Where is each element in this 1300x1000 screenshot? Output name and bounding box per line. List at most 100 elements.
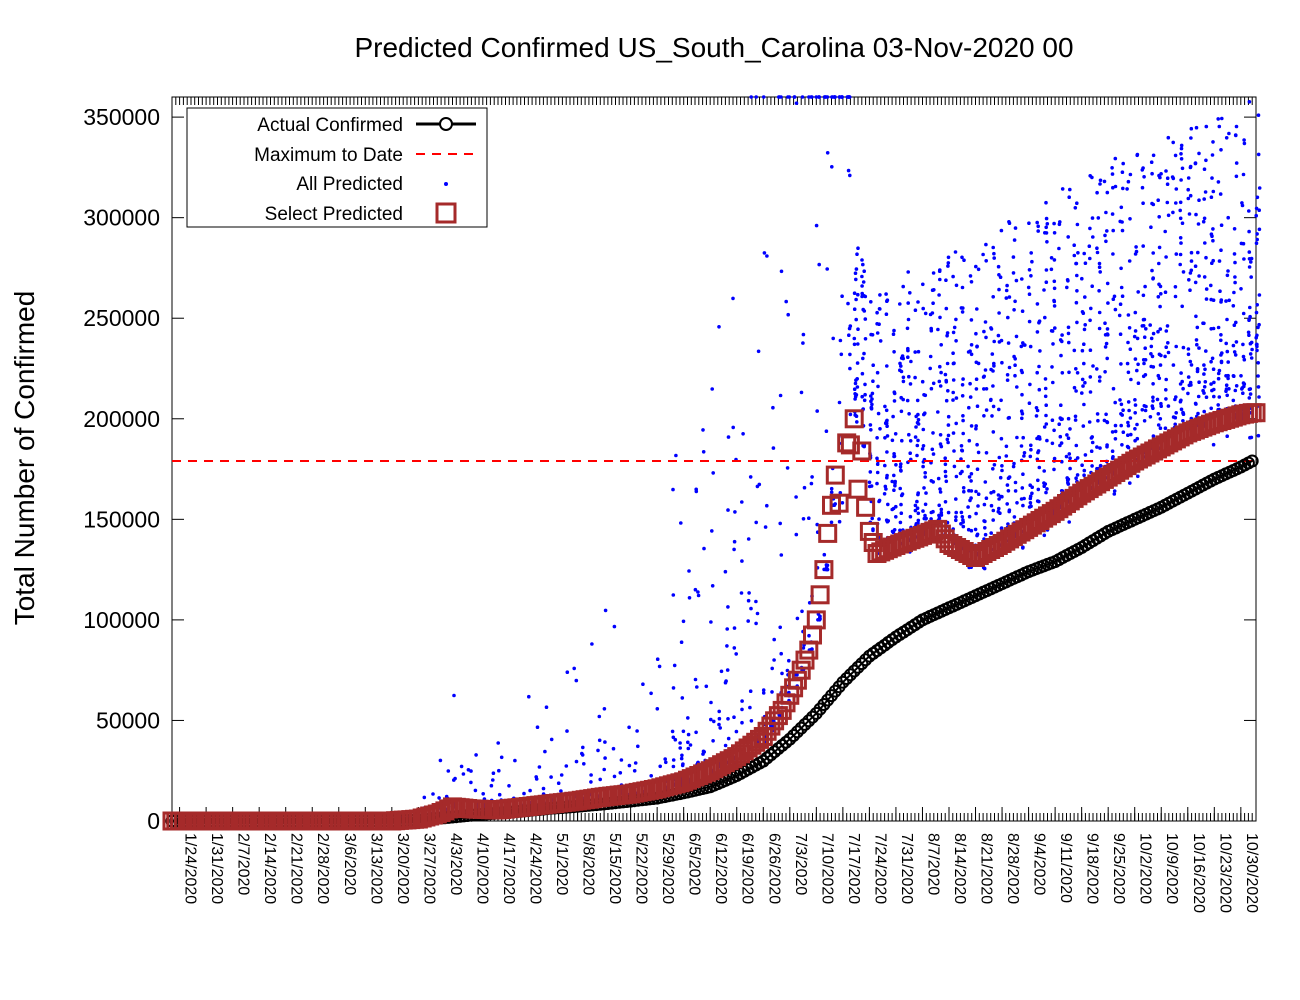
all-predicted-point — [825, 563, 830, 568]
all-predicted-point — [1043, 394, 1048, 399]
all-predicted-point — [1219, 223, 1224, 227]
all-predicted-point — [936, 410, 940, 414]
all-predicted-point — [915, 443, 920, 448]
all-predicted-point — [754, 621, 758, 626]
all-predicted-point — [969, 489, 974, 493]
all-predicted-point — [1091, 235, 1095, 239]
all-predicted-point — [1068, 187, 1072, 192]
all-predicted-point — [1095, 412, 1100, 416]
all-predicted-point — [674, 453, 678, 458]
x-tick-label: 2/21/2020 — [288, 833, 305, 904]
all-predicted-point — [1158, 426, 1163, 431]
all-predicted-point — [969, 352, 974, 357]
all-predicted-point — [1255, 303, 1259, 307]
all-predicted-point — [915, 506, 920, 511]
all-predicted-point — [1013, 299, 1017, 304]
all-predicted-point — [951, 351, 955, 356]
all-predicted-point — [960, 448, 964, 453]
all-predicted-point — [1044, 280, 1049, 285]
all-predicted-point — [603, 740, 607, 744]
all-predicted-point — [1013, 226, 1018, 230]
all-predicted-point — [672, 663, 677, 668]
all-predicted-point — [907, 412, 911, 416]
all-predicted-point — [757, 482, 762, 487]
all-predicted-point — [1006, 341, 1011, 345]
all-predicted-point — [1157, 282, 1161, 287]
all-predicted-point — [929, 328, 934, 333]
all-predicted-point — [875, 462, 880, 467]
all-predicted-point — [1144, 327, 1148, 331]
all-predicted-point — [989, 503, 994, 508]
all-predicted-point — [909, 359, 913, 364]
all-predicted-point — [1195, 369, 1200, 374]
all-predicted-point — [1204, 255, 1208, 260]
all-predicted-point — [871, 363, 875, 368]
all-predicted-point — [1179, 371, 1183, 375]
all-predicted-point — [824, 429, 829, 434]
all-predicted-point — [954, 515, 958, 519]
all-predicted-point — [870, 397, 874, 401]
all-predicted-point — [997, 273, 1001, 277]
all-predicted-point — [901, 375, 906, 380]
actual-confirmed-point — [1245, 454, 1259, 468]
all-predicted-point — [1128, 217, 1132, 221]
all-predicted-point — [1126, 313, 1131, 317]
all-predicted-point — [936, 327, 940, 332]
all-predicted-point — [915, 453, 919, 458]
all-predicted-point — [671, 686, 676, 690]
all-predicted-point — [982, 387, 986, 391]
all-predicted-point — [915, 499, 919, 504]
all-predicted-point — [991, 245, 995, 250]
all-predicted-point — [1042, 481, 1046, 485]
all-predicted-point — [848, 324, 853, 328]
all-predicted-point — [1028, 501, 1033, 505]
all-predicted-point — [1174, 411, 1178, 415]
x-tick-label: 7/24/2020 — [871, 833, 888, 904]
all-predicted-point — [1196, 411, 1200, 416]
all-predicted-point — [1005, 483, 1010, 487]
all-predicted-point — [1234, 320, 1238, 325]
all-predicted-point — [962, 258, 966, 263]
all-predicted-point — [1102, 418, 1107, 423]
all-predicted-point — [1174, 201, 1178, 205]
all-predicted-point — [1120, 170, 1125, 174]
all-predicted-point — [778, 393, 783, 398]
all-predicted-point — [1234, 174, 1239, 179]
x-tick-label: 3/27/2020 — [420, 833, 437, 904]
all-predicted-point — [1148, 415, 1153, 419]
legend-label-maximum: Maximum to Date — [254, 145, 403, 166]
all-predicted-point — [1022, 496, 1026, 501]
all-predicted-point — [884, 312, 889, 317]
all-predicted-point — [1155, 397, 1160, 402]
all-predicted-point — [981, 252, 985, 257]
all-predicted-point — [1179, 157, 1184, 161]
all-predicted-point — [914, 425, 918, 429]
all-predicted-point — [725, 627, 729, 631]
all-predicted-point — [1007, 220, 1011, 224]
all-predicted-point — [1082, 342, 1086, 347]
all-predicted-point — [976, 504, 980, 508]
x-tick-label: 5/1/2020 — [553, 833, 570, 895]
all-predicted-point — [1186, 187, 1190, 192]
select-predicted-point — [840, 435, 860, 455]
all-predicted-point — [1098, 182, 1102, 186]
all-predicted-point — [1233, 388, 1238, 393]
all-predicted-point — [1157, 376, 1162, 381]
all-predicted-point — [898, 486, 902, 491]
all-predicted-point — [1022, 451, 1027, 455]
all-predicted-point — [1142, 361, 1146, 366]
all-predicted-point — [1143, 408, 1148, 413]
all-predicted-point — [1012, 354, 1016, 359]
all-predicted-point — [1050, 365, 1054, 369]
all-predicted-point — [983, 320, 988, 324]
all-predicted-point — [1119, 205, 1124, 210]
all-predicted-point — [671, 735, 676, 740]
all-predicted-point — [1157, 352, 1162, 357]
all-predicted-point — [944, 398, 949, 403]
all-predicted-point — [931, 431, 935, 435]
all-predicted-point — [1216, 376, 1221, 381]
all-predicted-point — [885, 298, 890, 303]
all-predicted-point — [1141, 293, 1146, 298]
all-predicted-point — [1066, 279, 1070, 283]
all-predicted-point — [1065, 285, 1069, 290]
